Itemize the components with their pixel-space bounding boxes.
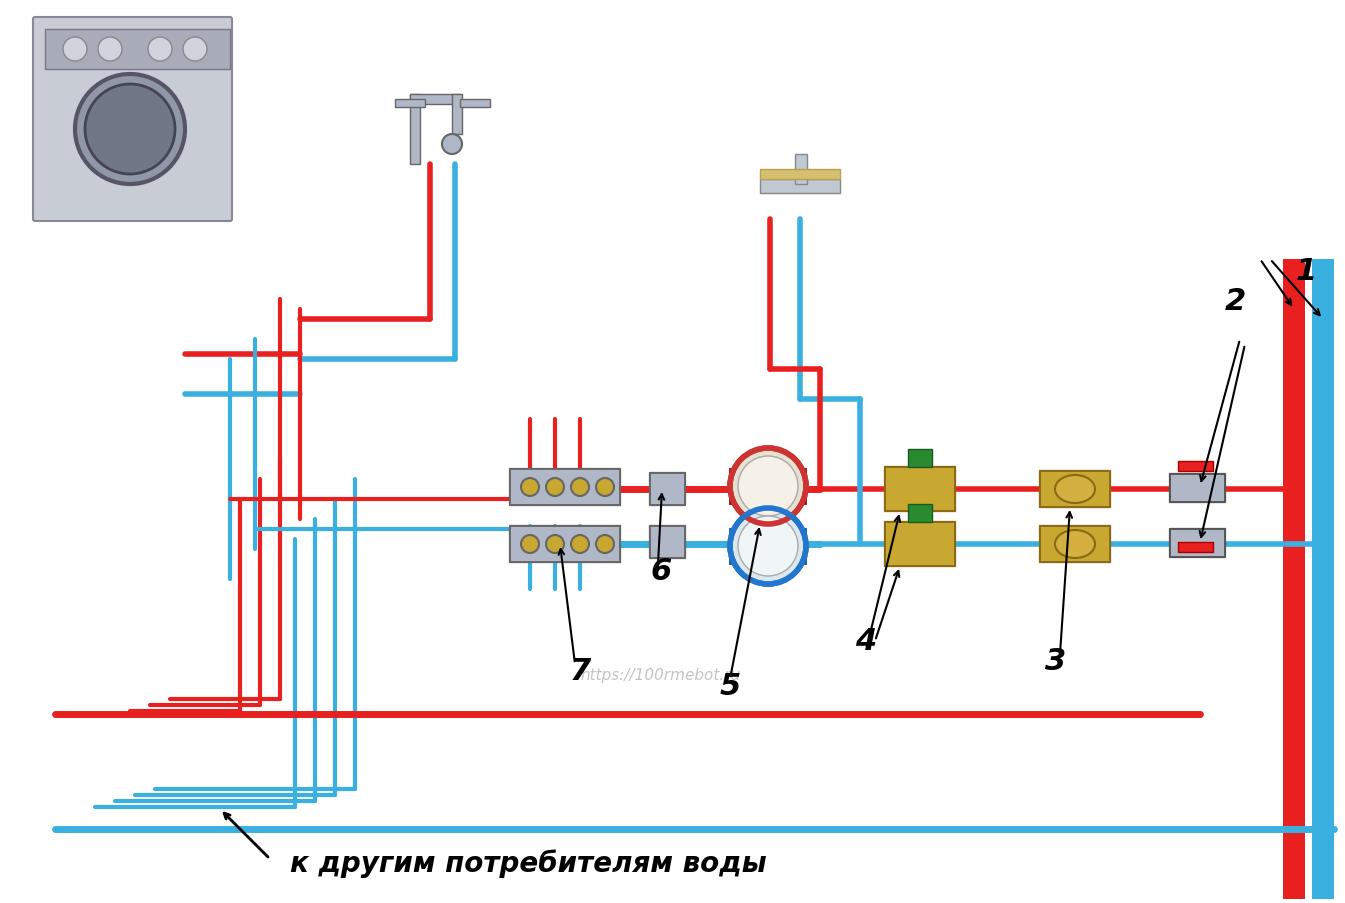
Circle shape (183, 38, 207, 62)
Circle shape (521, 535, 539, 554)
Bar (760, 170, 841, 180)
Bar (395, 100, 425, 107)
Circle shape (63, 38, 87, 62)
Circle shape (738, 457, 798, 517)
Circle shape (596, 535, 615, 554)
Circle shape (730, 508, 806, 584)
Circle shape (148, 38, 172, 62)
Ellipse shape (1054, 476, 1095, 504)
Circle shape (546, 535, 564, 554)
Circle shape (572, 535, 589, 554)
Circle shape (738, 517, 798, 576)
Bar (908, 450, 932, 468)
Text: 7: 7 (570, 656, 592, 685)
FancyBboxPatch shape (510, 526, 620, 563)
Bar (730, 470, 806, 504)
Circle shape (98, 38, 122, 62)
Bar (44, 30, 230, 70)
Text: 5: 5 (720, 671, 741, 700)
Text: к другим потребителям воды: к другим потребителям воды (291, 849, 767, 877)
Circle shape (75, 75, 186, 185)
Circle shape (596, 479, 615, 497)
Text: 3: 3 (1045, 647, 1067, 675)
FancyBboxPatch shape (885, 468, 955, 511)
Bar (730, 529, 806, 563)
Bar (410, 95, 420, 165)
Bar (1283, 260, 1305, 899)
FancyBboxPatch shape (1040, 526, 1110, 563)
FancyBboxPatch shape (1040, 471, 1110, 507)
Circle shape (730, 449, 806, 525)
Bar (460, 100, 490, 107)
Bar (1178, 543, 1213, 553)
Text: 1: 1 (1297, 256, 1317, 285)
FancyBboxPatch shape (510, 470, 620, 506)
Ellipse shape (1054, 530, 1095, 558)
FancyBboxPatch shape (1170, 529, 1225, 557)
Bar (1311, 260, 1334, 899)
FancyBboxPatch shape (34, 18, 231, 222)
Bar (908, 505, 932, 523)
Bar (795, 154, 807, 185)
Ellipse shape (443, 135, 461, 154)
Bar (452, 95, 461, 135)
Bar (410, 95, 460, 105)
Bar (1178, 461, 1213, 471)
Text: 6: 6 (650, 556, 671, 585)
Bar (760, 180, 841, 194)
Text: 2: 2 (1225, 286, 1247, 316)
Circle shape (572, 479, 589, 497)
Circle shape (85, 85, 175, 175)
Circle shape (546, 479, 564, 497)
FancyBboxPatch shape (885, 522, 955, 566)
FancyBboxPatch shape (1170, 474, 1225, 503)
Circle shape (521, 479, 539, 497)
FancyBboxPatch shape (650, 473, 685, 506)
Text: 4: 4 (855, 627, 876, 656)
FancyBboxPatch shape (650, 526, 685, 558)
Text: https://100rmebot.ru: https://100rmebot.ru (580, 667, 740, 683)
